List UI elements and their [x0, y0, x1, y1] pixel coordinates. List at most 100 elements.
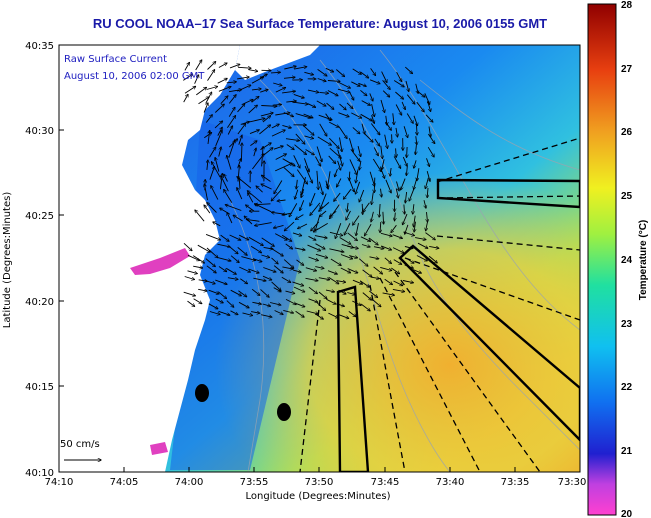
current-vector — [429, 246, 439, 248]
current-vector — [285, 138, 299, 141]
x-tick-label: 74:05 — [110, 477, 139, 488]
current-vector — [192, 255, 204, 263]
current-vector — [304, 165, 312, 183]
current-vector — [406, 257, 414, 263]
current-vector — [282, 91, 295, 93]
current-vector — [260, 113, 273, 117]
current-vector — [271, 189, 282, 201]
current-vector — [306, 310, 318, 314]
current-vector — [330, 258, 341, 265]
current-vector — [225, 205, 242, 211]
current-vector — [370, 277, 380, 279]
current-vector — [352, 300, 361, 305]
current-vector — [403, 213, 408, 225]
current-vector — [273, 82, 282, 86]
current-vector — [183, 291, 196, 296]
current-vector — [308, 235, 316, 240]
current-vector — [349, 92, 354, 100]
current-vector — [358, 258, 368, 267]
current-vector — [383, 211, 384, 224]
current-vector — [230, 289, 242, 296]
current-vector — [425, 177, 429, 189]
current-vector — [286, 144, 294, 150]
current-vector — [385, 179, 391, 193]
current-vector — [425, 114, 433, 122]
current-vector — [363, 202, 370, 212]
current-vector — [255, 222, 272, 226]
current-vector — [336, 69, 344, 77]
current-vector — [275, 154, 287, 160]
current-vector — [380, 266, 391, 270]
colorbar-tick-label: 22 — [621, 382, 633, 393]
longitude-ticks: 74:10 74:05 74:00 73:55 73:50 73:45 73:4… — [45, 467, 586, 488]
vector-scale-label: 50 cm/s — [60, 439, 100, 450]
current-vector — [273, 146, 283, 150]
current-vector — [262, 303, 271, 306]
current-vector — [225, 267, 236, 274]
current-vector — [218, 147, 221, 157]
current-vector — [416, 136, 417, 144]
current-vector — [283, 259, 294, 269]
colorbar — [587, 3, 617, 516]
current-vector — [390, 167, 391, 176]
current-vector — [283, 112, 294, 117]
current-vector — [395, 104, 402, 116]
current-vector — [228, 107, 235, 117]
current-vector — [217, 257, 231, 261]
current-vector — [396, 127, 398, 137]
current-vector — [360, 113, 372, 121]
current-vector — [308, 286, 317, 293]
current-vector — [250, 141, 257, 146]
current-vector — [369, 290, 377, 297]
current-vector — [380, 232, 392, 236]
current-vector — [298, 223, 308, 229]
current-vector — [205, 115, 212, 123]
current-vector — [319, 202, 330, 211]
current-vector — [393, 156, 401, 168]
cold-patch — [150, 442, 168, 455]
current-vector — [413, 115, 418, 126]
current-vector — [285, 243, 293, 249]
current-vector — [218, 87, 231, 92]
current-vector — [362, 292, 372, 300]
current-vector — [274, 224, 284, 228]
current-vector — [239, 266, 250, 272]
current-vector — [238, 135, 242, 145]
current-vector — [237, 177, 252, 189]
current-vector — [248, 268, 260, 273]
current-vector — [215, 158, 220, 172]
current-vector — [282, 266, 293, 269]
colorbar-label: Temperature (°C) — [638, 220, 649, 301]
current-vector — [393, 259, 402, 265]
colorbar-ticks: 28 27 26 25 24 23 22 21 20 — [621, 0, 633, 518]
land-new-jersey — [59, 45, 240, 472]
current-vector — [315, 243, 325, 249]
current-vector — [370, 123, 380, 135]
current-vector — [229, 246, 238, 254]
current-vector — [261, 237, 275, 246]
current-vector — [215, 298, 223, 303]
current-vector — [212, 162, 221, 178]
current-vector — [286, 101, 296, 102]
current-vector — [313, 223, 328, 232]
current-vector — [327, 90, 338, 96]
current-vector — [381, 245, 391, 250]
current-vector — [427, 146, 434, 157]
current-vector — [382, 90, 389, 97]
current-vector — [275, 163, 292, 172]
current-vector — [348, 311, 356, 316]
y-tick-label: 40:20 — [25, 297, 54, 308]
current-vector — [295, 133, 305, 144]
current-vector — [273, 287, 281, 292]
current-vector — [393, 113, 394, 124]
current-vector — [187, 270, 198, 274]
current-vector — [402, 280, 413, 283]
current-vector — [197, 244, 210, 252]
current-vector — [251, 288, 260, 295]
current-vector — [283, 167, 294, 176]
current-vector — [263, 267, 276, 272]
current-vector — [409, 188, 415, 201]
current-vector — [187, 254, 199, 260]
current-vector — [319, 123, 327, 136]
current-vector — [356, 223, 359, 236]
